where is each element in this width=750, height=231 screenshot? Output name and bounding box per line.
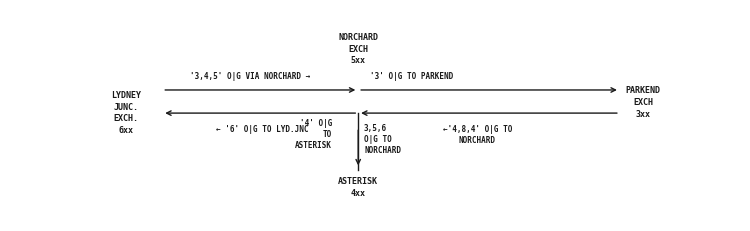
Text: '3' O|G TO PARKEND: '3' O|G TO PARKEND [370, 72, 453, 81]
Text: NORCHARD
EXCH
5xx: NORCHARD EXCH 5xx [338, 33, 378, 65]
Text: ←'4,8,4' O|G TO
NORCHARD: ←'4,8,4' O|G TO NORCHARD [442, 125, 512, 145]
Text: '3,4,5' O|G VIA NORCHARD →: '3,4,5' O|G VIA NORCHARD → [190, 72, 310, 81]
Text: '4' O|G
TO
ASTERISK: '4' O|G TO ASTERISK [295, 119, 332, 150]
Text: ASTERISK
4xx: ASTERISK 4xx [338, 177, 378, 198]
Text: 3,5,6
O|G TO
NORCHARD: 3,5,6 O|G TO NORCHARD [364, 124, 401, 155]
Text: PARKEND
EXCH
3xx: PARKEND EXCH 3xx [626, 86, 661, 119]
Text: ← '6' O|G TO LYD.JNC: ← '6' O|G TO LYD.JNC [216, 125, 308, 134]
Text: LYDNEY
JUNC.
EXCH.
6xx: LYDNEY JUNC. EXCH. 6xx [111, 91, 141, 135]
